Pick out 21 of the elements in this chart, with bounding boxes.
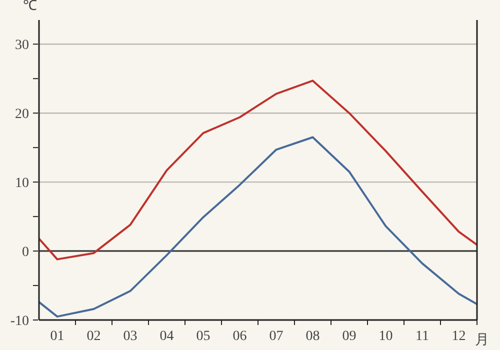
x-tick-label: 02 xyxy=(86,329,101,344)
line-series xyxy=(39,80,477,260)
x-tick-label: 01 xyxy=(50,329,64,344)
x-tick-label: 05 xyxy=(196,329,210,344)
x-tick-label: 08 xyxy=(306,329,320,344)
x-tick-label: 11 xyxy=(416,329,429,344)
x-tick-label: 07 xyxy=(269,329,284,344)
y-tick-label: 30 xyxy=(15,38,29,54)
x-tick-label: 03 xyxy=(123,329,138,344)
line-series xyxy=(39,136,477,318)
x-tick-label: 12 xyxy=(452,329,466,344)
y-axis-title: ℃ xyxy=(23,0,37,14)
x-tick-label: 10 xyxy=(378,329,393,344)
y-tick-label: -10 xyxy=(10,314,29,329)
x-tick-label: 06 xyxy=(232,329,247,344)
x-tick-label: 09 xyxy=(342,329,356,344)
y-tick-label: 0 xyxy=(22,245,29,260)
y-tick-label: 10 xyxy=(15,176,29,192)
x-axis-title: 月 xyxy=(475,332,489,348)
y-tick-label: 20 xyxy=(15,107,29,122)
x-tick-label: 04 xyxy=(160,329,174,344)
